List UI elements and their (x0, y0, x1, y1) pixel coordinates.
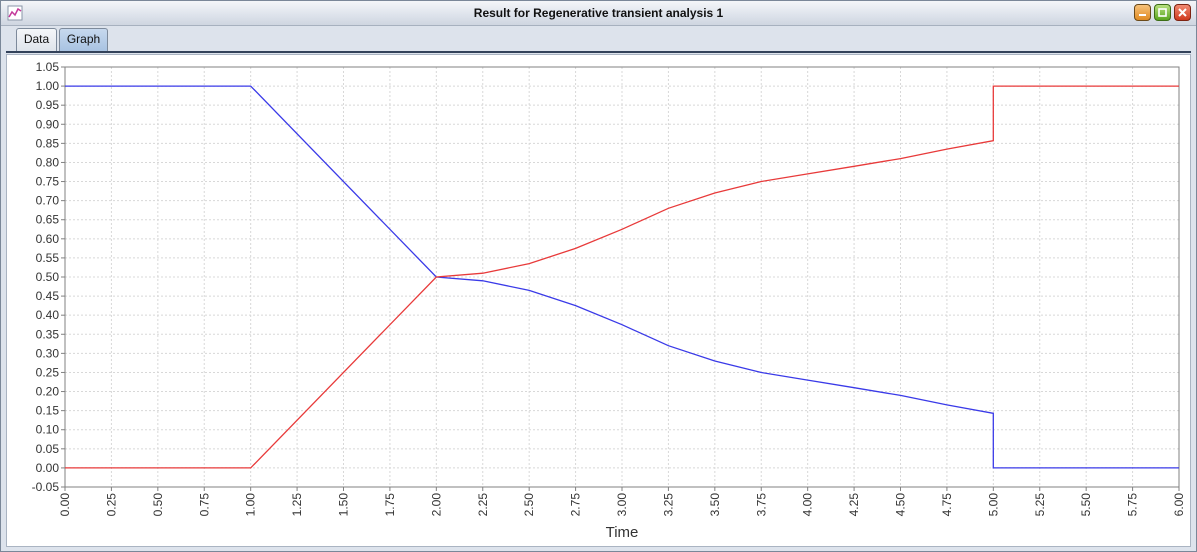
y-tick-label: 0.40 (36, 308, 60, 322)
x-tick-label: 1.50 (337, 493, 351, 517)
y-tick-label: 0.00 (36, 461, 60, 475)
y-tick-label: 0.20 (36, 385, 60, 399)
y-tick-label: -0.05 (32, 480, 60, 494)
graph-panel: 1.05 1.00 0.95 0.90 0.85 0.80 0.75 0.70 0.65 0.60… (6, 54, 1191, 547)
x-tick-label: 0.25 (104, 493, 118, 517)
x-tick-label: 0.00 (58, 493, 72, 517)
y-tick-label: 0.85 (36, 136, 60, 150)
x-tick-label: 4.75 (940, 493, 954, 517)
close-icon (1178, 8, 1187, 17)
line-chart: 1.05 1.00 0.95 0.90 0.85 0.80 0.75 0.70 0.65 0.60… (32, 60, 1186, 541)
x-tick-label: 1.00 (244, 493, 258, 517)
y-tick-label: 0.30 (36, 346, 60, 360)
series-line-2 (65, 85, 1179, 469)
x-tick-label: 0.75 (197, 493, 211, 517)
y-tick-label: 0.45 (36, 289, 60, 303)
close-button[interactable] (1174, 4, 1191, 21)
y-tick-label: 0.55 (36, 251, 60, 265)
y-tick-label: 1.00 (36, 79, 60, 93)
x-tick-label: 1.75 (383, 493, 397, 517)
x-tick-label: 6.00 (1172, 493, 1186, 517)
x-tick-label: 2.25 (476, 493, 490, 517)
minimize-icon (1139, 14, 1146, 16)
x-tick-label: 4.50 (894, 493, 908, 517)
x-tick-label: 2.75 (569, 493, 583, 517)
x-tick-label: 5.00 (986, 493, 1000, 517)
x-tick-label: 2.50 (522, 493, 536, 517)
y-tick-label: 0.25 (36, 365, 60, 379)
x-tick-label: 3.75 (754, 493, 768, 517)
x-tick-label: 3.50 (708, 493, 722, 517)
y-tick-label: 0.35 (36, 327, 60, 341)
y-tick-label: 0.05 (36, 442, 60, 456)
plot-border (64, 66, 1180, 488)
y-tick-label: 0.80 (36, 155, 60, 169)
minimize-button[interactable] (1134, 4, 1151, 21)
series-line-1 (65, 85, 1179, 469)
maximize-icon (1158, 8, 1167, 17)
tab-data[interactable]: Data (16, 28, 57, 51)
y-tick-label: 0.90 (36, 117, 60, 131)
tab-divider (6, 51, 1191, 53)
tab-graph[interactable]: Graph (59, 28, 108, 51)
y-tick-label: 0.95 (36, 98, 60, 112)
window-title: Result for Regenerative transient analys… (473, 6, 724, 20)
y-tick-label: 0.10 (36, 423, 60, 437)
x-tick-label: 1.25 (290, 493, 304, 517)
y-tick-label: 0.15 (36, 404, 60, 418)
x-tick-label: 5.75 (1126, 493, 1140, 517)
x-tick-label: 4.00 (801, 493, 815, 517)
maximize-button[interactable] (1154, 4, 1171, 21)
y-tick-label: 0.50 (36, 270, 60, 284)
x-axis-title: Time (606, 524, 639, 541)
chart-app-icon (7, 5, 23, 21)
y-tick-label: 1.05 (36, 60, 60, 74)
x-tick-label: 3.00 (615, 493, 629, 517)
x-tick-label: 2.00 (429, 493, 443, 517)
title-bar[interactable]: Result for Regenerative transient analys… (1, 1, 1196, 26)
x-tick-label: 5.50 (1079, 493, 1093, 517)
x-tick-label: 5.25 (1033, 493, 1047, 517)
x-tick-label: 3.25 (661, 493, 675, 517)
y-tick-label: 0.65 (36, 213, 60, 227)
x-tick-label: 4.25 (847, 493, 861, 517)
y-tick-label: 0.75 (36, 175, 60, 189)
x-tick-label: 0.50 (151, 493, 165, 517)
y-tick-label: 0.70 (36, 194, 60, 208)
y-tick-label: 0.60 (36, 232, 60, 246)
